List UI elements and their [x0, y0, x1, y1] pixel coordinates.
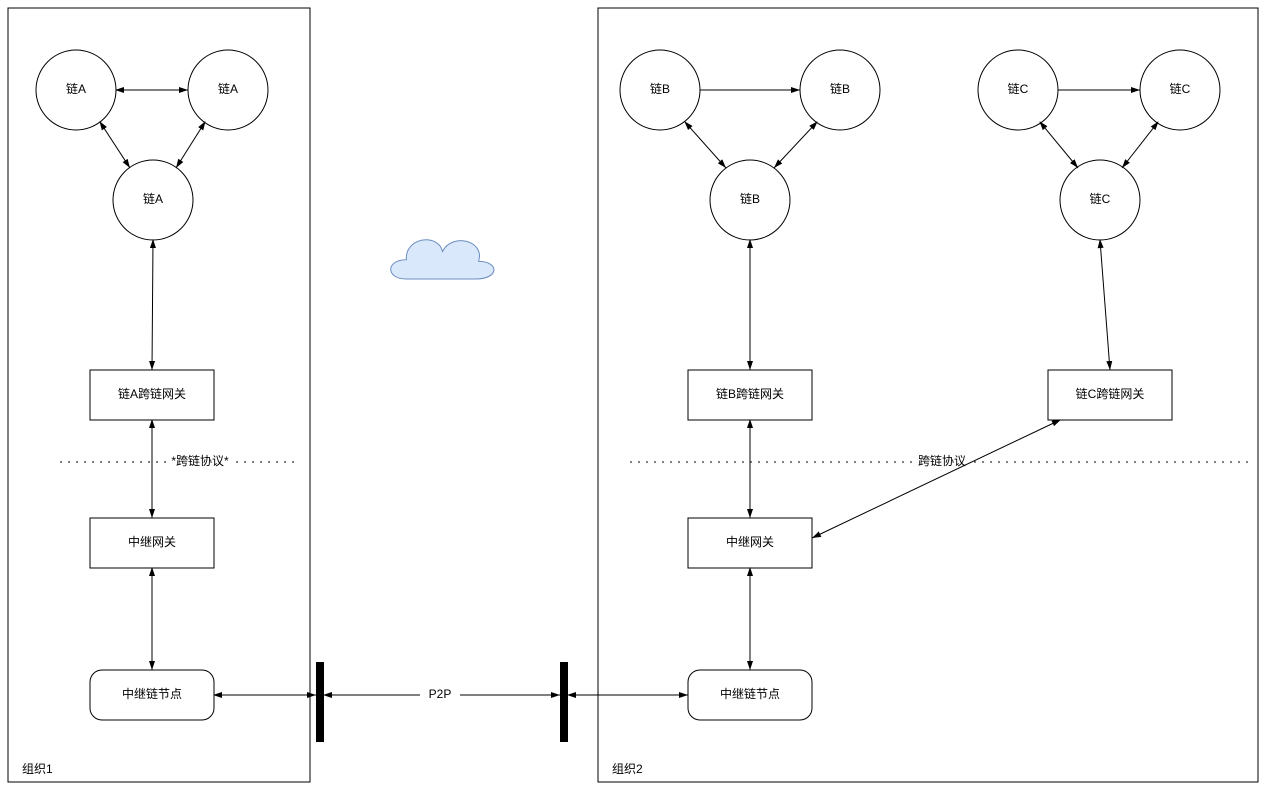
org2-relayNodeB-label: 中继链节点: [720, 686, 780, 701]
org2-gatewayB-label: 链B跨链网关: [716, 386, 784, 401]
org1-chainA1-label: 链A: [66, 81, 86, 96]
org2-gatewayC-label: 链C跨链网关: [1076, 386, 1145, 401]
org1-protocol-divider-label: *跨链协议*: [171, 453, 229, 468]
org1-label: 组织1: [22, 762, 53, 776]
org2-protocol-divider-label: 跨链协议: [918, 453, 966, 468]
org2-chainB3-label: 链B: [740, 191, 760, 206]
org2-chainC3-label: 链C: [1090, 191, 1111, 206]
cloud-icon: [391, 240, 494, 279]
org2-chainB1-label: 链B: [650, 81, 670, 96]
org1-gatewayA-label: 链A跨链网关: [118, 386, 186, 401]
org2-chainC1-label: 链C: [1008, 81, 1029, 96]
barrier-right: [560, 662, 568, 742]
org1-chainA2-label: 链A: [218, 81, 238, 96]
org1-relayGwA-label: 中继网关: [128, 534, 176, 549]
org2-chainC2-label: 链C: [1170, 81, 1191, 96]
org2-chainB2-label: 链B: [830, 81, 850, 96]
org1-relayNodeA-label: 中继链节点: [122, 686, 182, 701]
barrier-left: [316, 662, 324, 742]
org1-chainA3-label: 链A: [143, 191, 163, 206]
diagram-canvas: 组织1组织2链A链A链A链A跨链网关中继网关中继链节点链B链B链B链C链C链C链…: [0, 0, 1265, 790]
org2-relayGwB-label: 中继网关: [726, 534, 774, 549]
org2-label: 组织2: [612, 762, 643, 776]
p2p-label: P2P: [429, 687, 452, 701]
